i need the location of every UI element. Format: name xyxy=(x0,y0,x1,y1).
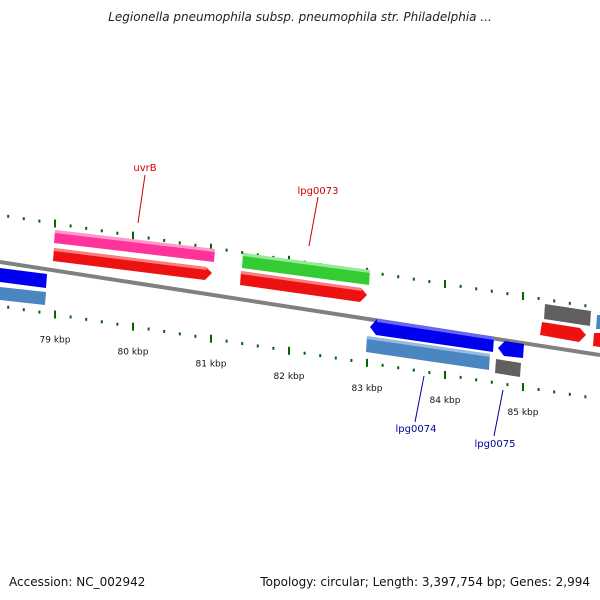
gene-label-uvrB[interactable]: uvrB xyxy=(133,163,156,174)
feature-right-red-cds[interactable] xyxy=(540,322,586,342)
map-title: Legionella pneumophila subsp. pneumophil… xyxy=(108,10,492,24)
genome-stats-text: Topology: circular; Length: 3,397,754 bp… xyxy=(260,575,590,589)
tick-label: 85 kbp xyxy=(508,408,539,418)
feature-lpg0074-cds[interactable] xyxy=(370,319,494,352)
feature-left-blue-cds[interactable] xyxy=(0,268,47,288)
accession-text: Accession: NC_002942 xyxy=(9,575,146,589)
feature-right-gray-gene[interactable] xyxy=(544,304,591,326)
feature-uvrB-cds[interactable] xyxy=(53,248,212,280)
tick-label: 79 kbp xyxy=(40,336,71,346)
leader-lpg0075 xyxy=(493,389,504,437)
genome-backbone xyxy=(0,260,600,357)
gene-labels: uvrB lpg0073 lpg0074 lpg0075 xyxy=(133,163,515,450)
feature-lpg0075-cds[interactable] xyxy=(498,341,524,358)
tick-label: 83 kbp xyxy=(352,384,383,394)
tick-label: 81 kbp xyxy=(196,360,227,370)
inner-tick-track xyxy=(7,305,587,399)
leader-lpg0073 xyxy=(308,196,319,247)
leader-lpg0074 xyxy=(414,375,425,423)
feature-lpg0073-cds[interactable] xyxy=(240,271,367,302)
gene-label-lpg0075[interactable]: lpg0075 xyxy=(475,439,516,450)
tick-labels: 79 kbp 80 kbp 81 kbp 82 kbp 83 kbp 84 kbp 85 k… xyxy=(40,336,539,419)
feature-edge-red-cds[interactable] xyxy=(593,333,600,347)
feature-lpg0073-gene[interactable] xyxy=(242,253,370,285)
gene-label-lpg0073[interactable]: lpg0073 xyxy=(298,186,339,197)
leader-uvrB xyxy=(137,174,146,224)
feature-left-steel-gene[interactable] xyxy=(0,287,46,305)
feature-lpg0074-gene[interactable] xyxy=(366,336,490,370)
feature-edge-steel-gene[interactable] xyxy=(596,315,600,329)
tick-label: 82 kbp xyxy=(274,372,305,382)
gene-label-lpg0074[interactable]: lpg0074 xyxy=(396,424,437,435)
tick-label: 80 kbp xyxy=(118,348,149,358)
feature-uvrB-gene[interactable] xyxy=(54,230,215,262)
tick-label: 84 kbp xyxy=(430,396,461,406)
feature-lpg0075-gene[interactable] xyxy=(495,359,521,377)
